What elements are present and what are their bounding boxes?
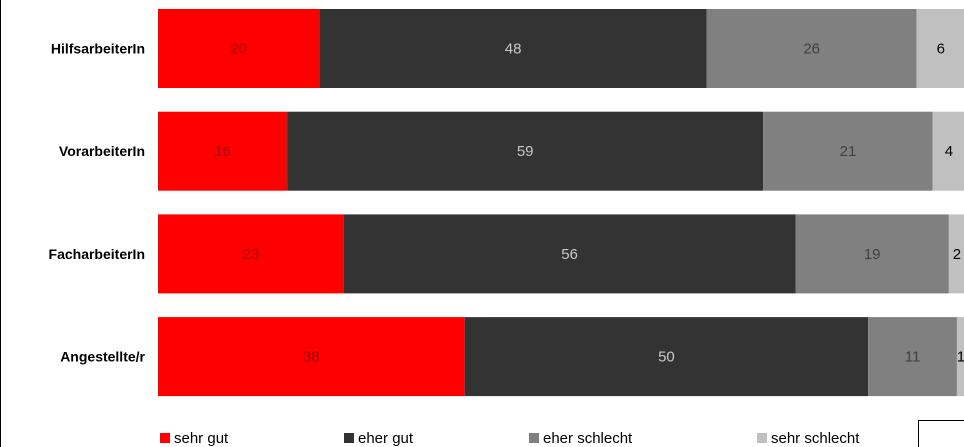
- data-label: 50: [658, 349, 675, 366]
- legend-swatch: [757, 433, 767, 443]
- data-label: 56: [561, 246, 578, 263]
- data-label: 59: [517, 143, 534, 160]
- data-label: 16: [214, 143, 231, 160]
- bar-segment: [916, 9, 964, 88]
- bar-segment: [343, 214, 796, 294]
- bar-segment: [158, 317, 465, 397]
- bar-segment: [158, 214, 344, 294]
- category-labels-group: HilfsarbeiterIn VorarbeiterIn Facharbeiter…: [49, 41, 146, 365]
- bars-group: 20 48 26 616 59 21 423 56 19 238 50 11 1: [158, 9, 964, 397]
- category-label: VorarbeiterIn: [59, 143, 145, 159]
- data-label: 21: [840, 143, 857, 160]
- data-label: 6: [937, 41, 945, 58]
- data-label: 2: [953, 246, 961, 263]
- data-label: 38: [303, 349, 320, 366]
- data-label: 48: [505, 41, 522, 58]
- legend-swatch: [160, 433, 170, 443]
- bar-segment: [932, 111, 964, 191]
- legend-right-box: [918, 420, 964, 447]
- legend-swatch: [344, 433, 354, 443]
- legend-swatch: [529, 433, 539, 443]
- data-label: 19: [864, 246, 881, 263]
- bar-segment: [287, 111, 764, 191]
- bar-segment: [956, 317, 964, 397]
- bar-segment: [795, 214, 949, 294]
- legend: sehr gut eher gut eher schlecht sehr schlec…: [160, 430, 860, 447]
- legend-label: eher schlecht: [543, 430, 633, 447]
- bar-segment: [158, 9, 320, 88]
- data-label: 11: [905, 349, 921, 366]
- legend-label: eher gut: [358, 430, 414, 447]
- bar-segment: [948, 214, 964, 294]
- bar-segment: [706, 9, 917, 88]
- data-label: 23: [242, 246, 259, 263]
- bar-segment: [158, 111, 288, 191]
- category-label: Angestellte/r: [60, 349, 145, 365]
- legend-label: sehr schlecht: [771, 430, 860, 447]
- bar-segment: [763, 111, 933, 191]
- bar-segment: [868, 317, 957, 397]
- data-label: 20: [230, 41, 247, 58]
- data-label: 1: [957, 349, 964, 366]
- category-label: HilfsarbeiterIn: [51, 41, 145, 57]
- data-label: 4: [945, 143, 953, 160]
- legend-label: sehr gut: [174, 430, 229, 447]
- data-label: 26: [803, 41, 820, 58]
- bar-segment: [464, 317, 869, 397]
- bar-segment: [319, 9, 707, 88]
- category-label: FacharbeiterIn: [49, 246, 145, 262]
